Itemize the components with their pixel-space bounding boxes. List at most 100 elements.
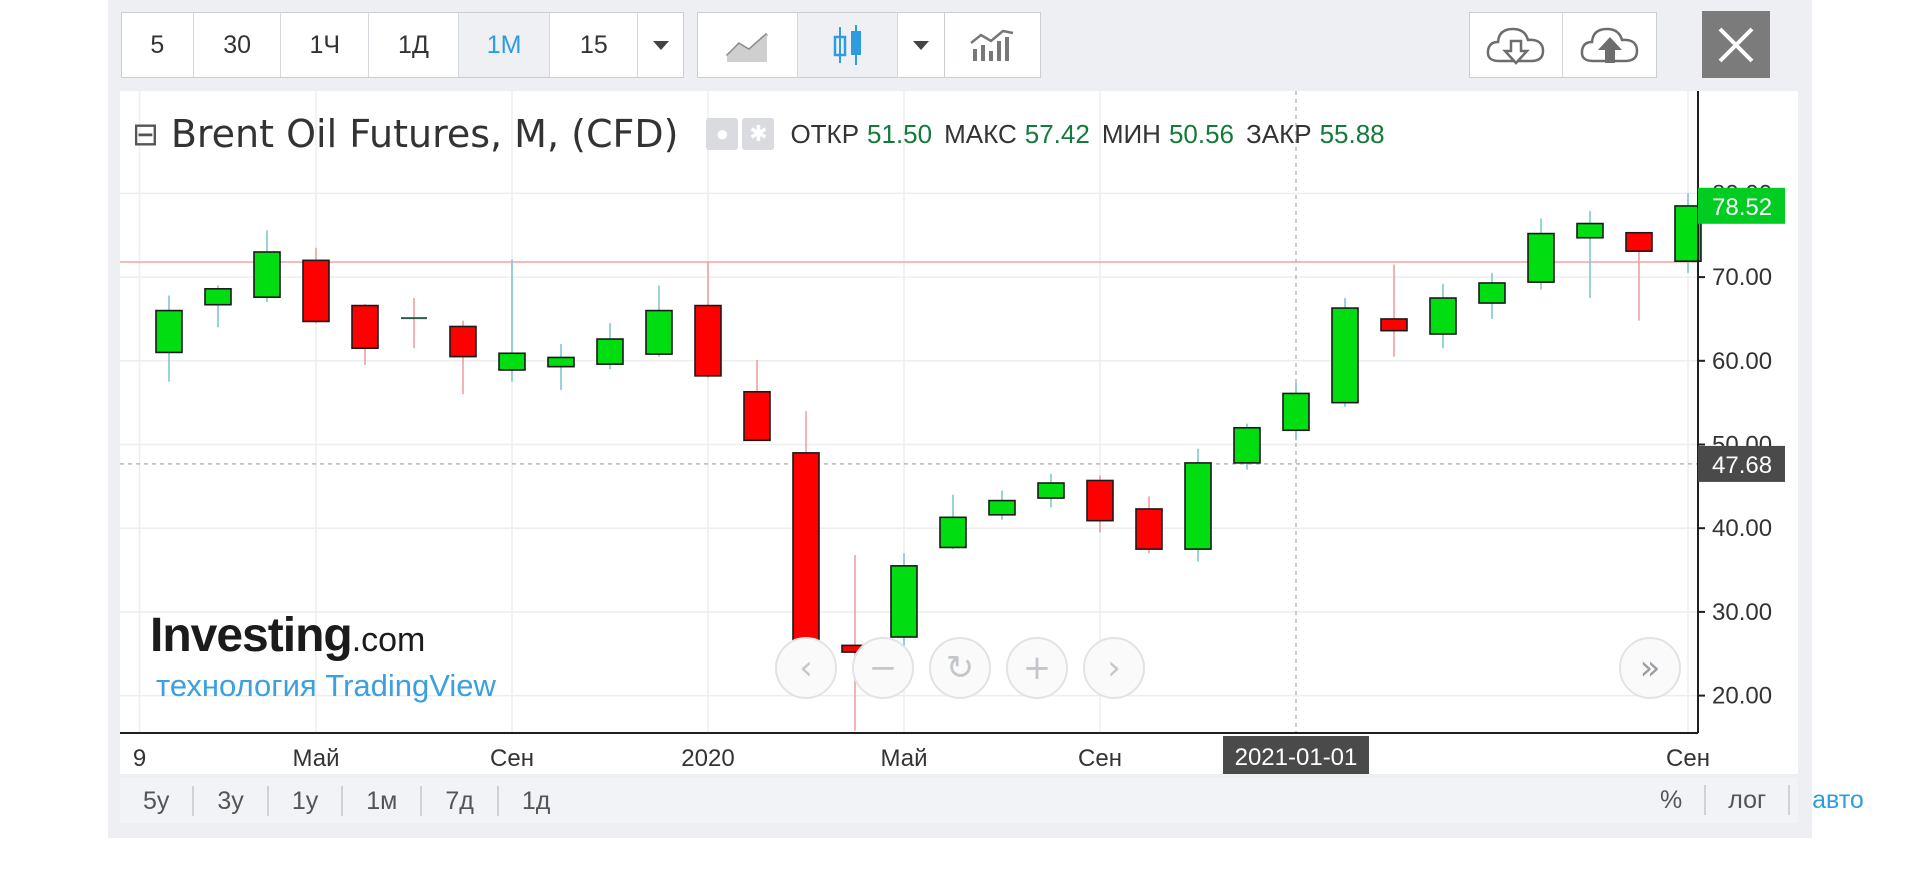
candlestick-button[interactable] [798,13,898,77]
range-bar: 5y 3y 1y 1м 7д 1д % лог авто [120,778,1864,823]
candle-body [1527,232,1555,283]
candle-body [988,499,1016,516]
candle [1625,231,1653,321]
chevron-down-icon [652,41,669,50]
low-label: МИН [1101,118,1161,149]
range-5y[interactable]: 5y [120,785,195,816]
zoom-out-button[interactable]: − [852,637,914,699]
zoom-in-button[interactable]: + [1006,637,1068,699]
eye-icon[interactable]: ● [706,118,739,150]
x-tick-label: 9 [133,745,146,772]
y-tick-label: 20.00 [1712,683,1772,710]
interval-15[interactable]: 15 [550,13,639,77]
candle [1282,382,1310,441]
candle-body [1282,392,1310,432]
close-label: ЗАКР [1246,118,1312,149]
interval-dropdown[interactable] [638,13,683,77]
candle-body [596,338,624,365]
interval-1h[interactable]: 1Ч [281,13,370,77]
candle [792,411,820,674]
tradingview-credit[interactable]: технология TradingView [156,668,496,703]
candle [743,359,771,442]
candle-body [1086,479,1114,522]
close-value: 55.88 [1319,118,1385,149]
indicators-group [945,12,1041,78]
candle-body [155,309,183,354]
open-value: 51.50 [867,118,933,149]
scroll-left-button[interactable]: ‹ [775,637,837,699]
candle [1527,218,1555,290]
candle-body [1674,205,1702,262]
range-1d[interactable]: 1д [521,786,551,815]
candlestick-icon [833,25,861,65]
candle [1037,473,1065,508]
x-tick-label: Сен [1666,745,1710,772]
candle-body [1233,426,1261,464]
high-value: 57.42 [1024,118,1090,149]
reset-button[interactable]: ↻ [929,637,991,699]
range-1m[interactable]: 1м [343,785,423,816]
range-1y[interactable]: 1y [269,785,344,816]
candle [1184,448,1212,562]
range-7d[interactable]: 7д [422,785,499,816]
candle [1429,283,1457,349]
open-label: ОТКР [790,118,860,149]
interval-1m[interactable]: 1М [458,13,551,77]
scroll-right-button[interactable]: › [1083,637,1145,699]
candle-body [449,325,477,358]
candle [1086,475,1114,533]
chevron-down-icon [913,41,929,50]
candle-body [939,516,967,549]
y-tick-label: 40.00 [1712,515,1772,542]
auto-scale-button[interactable]: авто [1812,786,1864,814]
candle-body [1429,297,1457,335]
candle [253,230,281,303]
y-tick-label: 60.00 [1712,348,1772,375]
crosshair-date-label: 2021-01-01 [1235,744,1358,771]
investing-logo: Investing.com технология TradingView [150,609,496,703]
cloud-upload-icon [1580,27,1638,63]
crosshair-date-badge [1223,736,1369,774]
last-price-badge [1698,187,1785,224]
chart-type-dropdown[interactable] [898,13,944,77]
candle-body [694,304,722,377]
candle [1576,210,1604,299]
collapse-legend-icon[interactable]: ⊟ [132,115,159,153]
gear-icon[interactable]: ✱ [742,118,775,150]
candle [1478,272,1506,319]
candle-body [351,304,379,350]
candle [694,261,722,378]
chart-type-group [697,12,945,78]
crosshair-price-badge [1698,445,1785,482]
percent-scale-button[interactable]: % [1638,785,1707,815]
candle-body [1184,462,1212,550]
cloud-group [1469,12,1657,78]
candle [1674,193,1702,273]
cloud-download-button[interactable] [1470,13,1563,77]
x-tick-label: Сен [490,745,534,772]
candle [1331,298,1359,407]
candle [449,320,477,395]
scroll-to-latest-button[interactable]: » [1619,637,1681,699]
cloud-upload-button[interactable] [1563,13,1656,77]
crosshair-price-label: 47.68 [1712,452,1772,479]
x-tick-label: Сен [1078,745,1122,772]
interval-30[interactable]: 30 [194,13,282,77]
close-button[interactable] [1702,11,1770,78]
candle [498,259,526,382]
log-scale-button[interactable]: лог [1706,785,1791,815]
interval-5[interactable]: 5 [122,13,194,77]
candle-body [1625,231,1653,252]
line-chart-button[interactable] [698,13,798,77]
candle [401,298,427,349]
candle [988,490,1016,520]
indicators-button[interactable] [945,13,1040,77]
candle-body [498,352,526,371]
candle-body [1331,307,1359,404]
range-3y[interactable]: 3y [194,785,269,816]
line-chart-icon [725,32,768,62]
interval-1d[interactable]: 1Д [369,13,459,77]
chart-legend: ⊟ Brent Oil Futures, M, (CFD) ● ✱ ОТКР 5… [132,112,1385,156]
